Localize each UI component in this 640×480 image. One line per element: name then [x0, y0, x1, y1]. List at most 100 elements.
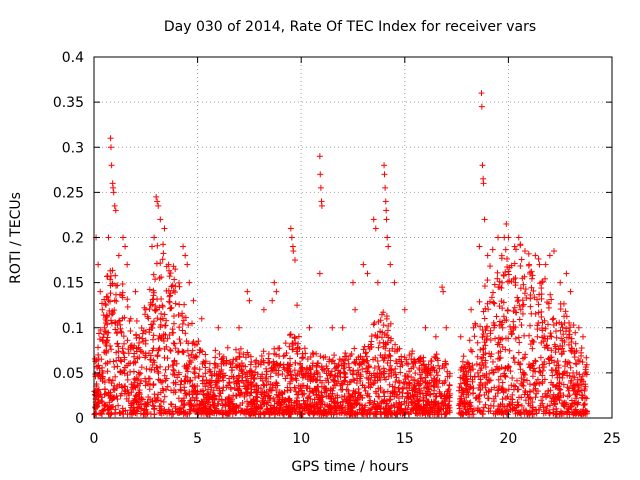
- data-point: [269, 297, 276, 304]
- data-point: [484, 277, 491, 284]
- data-point: [252, 369, 259, 376]
- data-point: [95, 362, 102, 369]
- data-point: [203, 376, 210, 383]
- data-point: [158, 274, 165, 281]
- data-point: [370, 321, 377, 328]
- data-point: [172, 345, 179, 352]
- data-point: [484, 252, 491, 259]
- data-point: [345, 387, 352, 394]
- data-point: [557, 306, 564, 313]
- data-point: [518, 322, 525, 329]
- data-point: [391, 279, 398, 286]
- data-point: [411, 381, 418, 388]
- data-point: [385, 243, 392, 250]
- data-point: [182, 330, 189, 337]
- data-point: [489, 358, 496, 365]
- data-point: [436, 365, 443, 372]
- data-point: [236, 373, 243, 380]
- chart-title: Day 030 of 2014, Rate Of TEC Index for r…: [164, 19, 536, 35]
- data-point: [563, 325, 570, 332]
- data-point: [476, 398, 483, 405]
- data-point: [517, 285, 524, 292]
- data-point: [131, 379, 138, 386]
- data-point: [527, 402, 534, 409]
- data-point: [120, 349, 127, 356]
- data-point: [114, 363, 121, 370]
- data-point: [170, 313, 177, 320]
- data-point: [168, 401, 175, 408]
- data-point: [366, 393, 373, 400]
- data-point: [152, 307, 159, 314]
- data-point: [384, 327, 391, 334]
- data-point: [211, 392, 218, 399]
- data-point: [170, 320, 177, 327]
- data-point: [397, 369, 404, 376]
- data-point: [309, 350, 316, 357]
- data-point: [168, 283, 175, 290]
- data-point: [347, 352, 354, 359]
- data-point: [371, 398, 378, 405]
- y-tick-label: 0.05: [53, 366, 84, 382]
- data-point: [578, 352, 585, 359]
- data-point: [236, 324, 243, 331]
- data-point: [184, 347, 191, 354]
- data-point: [551, 359, 558, 366]
- data-point: [392, 365, 399, 372]
- data-point: [381, 162, 388, 169]
- data-point: [536, 368, 543, 375]
- data-point: [521, 248, 528, 255]
- data-point: [500, 272, 507, 279]
- data-point: [154, 368, 161, 375]
- data-point: [107, 272, 114, 279]
- data-point: [385, 334, 392, 341]
- x-tick-label: 5: [193, 431, 202, 447]
- data-point: [360, 261, 367, 268]
- data-point: [104, 312, 111, 319]
- data-point: [359, 366, 366, 373]
- data-point: [549, 372, 556, 379]
- data-point: [167, 346, 174, 353]
- data-point: [112, 319, 119, 326]
- data-point: [515, 334, 522, 341]
- data-point: [176, 409, 183, 416]
- data-point: [382, 198, 389, 205]
- data-point: [146, 306, 153, 313]
- data-point: [300, 397, 307, 404]
- data-point: [549, 316, 556, 323]
- data-point: [498, 252, 505, 259]
- data-point: [229, 367, 236, 374]
- data-point: [267, 373, 274, 380]
- data-point: [247, 361, 254, 368]
- data-point: [166, 293, 173, 300]
- data-point: [112, 207, 119, 214]
- data-point: [532, 394, 539, 401]
- data-point: [97, 288, 104, 295]
- data-point: [155, 376, 162, 383]
- data-point: [495, 355, 502, 362]
- data-point: [287, 331, 294, 338]
- data-point: [194, 390, 201, 397]
- data-point: [534, 333, 541, 340]
- data-point: [471, 373, 478, 380]
- data-point: [198, 315, 205, 322]
- data-point: [531, 380, 538, 387]
- data-point: [481, 315, 488, 322]
- data-point: [535, 309, 542, 316]
- data-point: [190, 339, 197, 346]
- data-point: [173, 408, 180, 415]
- data-point: [444, 388, 451, 395]
- data-point: [363, 353, 370, 360]
- data-point: [481, 283, 488, 290]
- data-point: [511, 243, 518, 250]
- data-point: [179, 310, 186, 317]
- data-point: [415, 386, 422, 393]
- data-point: [528, 310, 535, 317]
- data-point: [150, 287, 157, 294]
- data-point: [124, 296, 131, 303]
- data-point: [512, 383, 519, 390]
- data-point: [539, 319, 546, 326]
- data-point: [548, 333, 555, 340]
- data-point: [566, 392, 573, 399]
- data-point: [125, 350, 132, 357]
- data-point: [218, 407, 225, 414]
